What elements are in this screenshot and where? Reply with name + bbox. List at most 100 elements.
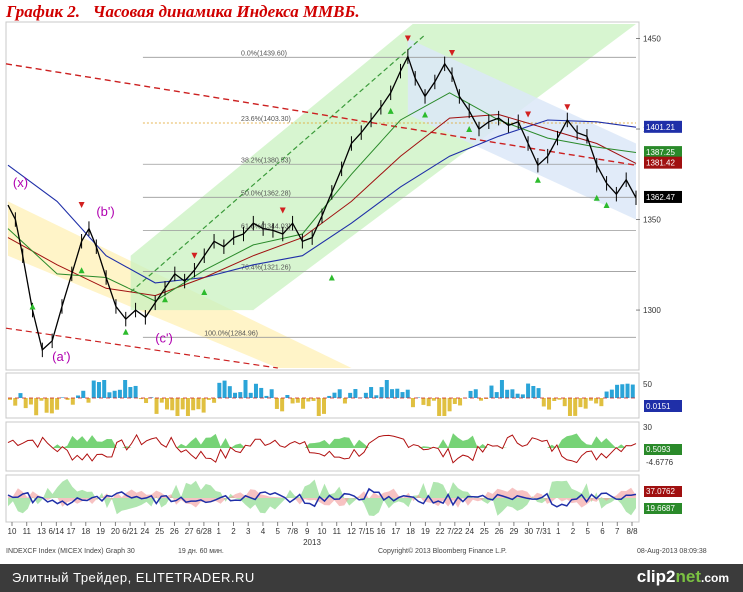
- histogram-bar: [630, 384, 635, 398]
- histogram-bar: [248, 392, 253, 398]
- y-tick-label: 1300: [643, 306, 661, 315]
- histogram-bar: [416, 397, 421, 398]
- ma-red-line: [7, 113, 637, 297]
- x-tick-label: 5: [275, 527, 280, 536]
- indicator-1-value-box: [644, 400, 682, 412]
- histogram-bar: [222, 380, 227, 398]
- x-tick-label: 1: [556, 527, 561, 536]
- buy-signal-triangle: [78, 267, 85, 274]
- sell-signal-triangle: [525, 111, 532, 118]
- logo-part-net: net: [675, 567, 701, 586]
- indicator-1-frame: [5, 372, 640, 419]
- histogram-bar: [295, 398, 300, 403]
- histogram-bar: [405, 389, 410, 398]
- histogram-bar: [107, 392, 112, 398]
- indicator-3-value-label-2: 19.6687: [646, 504, 675, 513]
- histogram-bar: [91, 380, 96, 398]
- histogram-bar: [353, 389, 358, 398]
- histogram-bar: [615, 384, 620, 398]
- x-tick-label: 7/8: [287, 527, 299, 536]
- histogram-bar: [562, 398, 567, 407]
- histogram-bar: [185, 398, 190, 416]
- x-tick-label: 16: [377, 527, 386, 536]
- histogram-bar: [34, 398, 39, 416]
- wave-label: (a'): [52, 349, 70, 364]
- histogram-bar: [128, 387, 133, 398]
- histogram-bar: [13, 398, 18, 406]
- x-tick-label: 9: [305, 527, 310, 536]
- histogram-bar: [28, 398, 33, 405]
- x-tick-label: 26: [170, 527, 179, 536]
- price-box-label: 1381.42: [646, 159, 675, 168]
- x-tick-label: 17: [67, 527, 76, 536]
- x-tick-label: 24: [140, 527, 149, 536]
- histogram-bar: [337, 389, 342, 398]
- histogram-bar: [238, 392, 243, 398]
- x-tick-label: 6: [600, 527, 605, 536]
- histogram-bar: [552, 398, 557, 401]
- histogram-bar: [620, 384, 625, 398]
- histogram-bar: [374, 395, 379, 398]
- histogram-bar: [65, 398, 70, 400]
- histogram-bar: [588, 398, 593, 401]
- histogram-bar: [536, 388, 541, 398]
- histogram-bar: [290, 398, 295, 404]
- histogram-bar: [567, 398, 572, 416]
- x-tick-label: 13: [37, 527, 46, 536]
- buy-signal-triangle: [122, 328, 129, 335]
- histogram-bar: [494, 392, 499, 398]
- histogram-bar: [410, 398, 415, 408]
- x-tick-label: 10: [318, 527, 327, 536]
- histogram-bar: [285, 394, 290, 398]
- histogram-bar: [421, 398, 426, 405]
- histogram-bar: [55, 398, 60, 410]
- fib-level-label: 61.8%(1344.03): [241, 223, 291, 230]
- histogram-bar: [395, 388, 400, 398]
- histogram-bar: [86, 398, 91, 403]
- price-box-label: 1362.47: [646, 193, 675, 202]
- x-axis-year-label: 2013: [303, 538, 321, 547]
- histogram-bar: [301, 398, 306, 409]
- histogram-bar: [175, 398, 180, 416]
- histogram-bar: [447, 398, 452, 412]
- histogram-bar: [191, 398, 196, 411]
- histogram-bar: [259, 387, 264, 398]
- histogram-bar: [316, 398, 321, 416]
- sell-signal-triangle: [449, 49, 456, 56]
- histogram-bar: [363, 392, 368, 398]
- histogram-bar: [400, 392, 405, 398]
- indicator-2-frame: [5, 421, 640, 472]
- x-tick-label: 20: [111, 527, 120, 536]
- green-channel-midline: [130, 34, 426, 293]
- x-tick-label: 29: [509, 527, 518, 536]
- fib-level-label: 0.0%(1439.60): [241, 50, 287, 57]
- buy-signal-triangle: [387, 107, 394, 114]
- histogram-bar: [280, 398, 285, 412]
- histogram-bar: [264, 395, 269, 398]
- indicator-1-value-label: 0.0151: [646, 402, 671, 411]
- x-tick-label: 8/8: [626, 527, 638, 536]
- histogram-bar: [479, 398, 483, 401]
- histogram-bar: [81, 390, 86, 398]
- x-tick-label: 25: [480, 527, 489, 536]
- indicator-3-value-label-1: 37.0762: [646, 487, 675, 496]
- x-tick-label: 1: [216, 527, 221, 536]
- histogram-bar: [599, 398, 604, 407]
- support-line: [5, 327, 278, 369]
- histogram-bar: [426, 398, 431, 407]
- histogram-bar: [144, 398, 149, 404]
- histogram-bar: [206, 398, 211, 400]
- histogram-bar: [468, 390, 473, 398]
- indicator-2-line: [7, 433, 637, 464]
- histogram-bar: [348, 392, 353, 398]
- x-tick-label: 18: [81, 527, 90, 536]
- histogram-bar: [578, 398, 583, 408]
- histogram-bar: [170, 398, 175, 411]
- histogram-bar: [499, 380, 504, 398]
- x-tick-label: 3: [246, 527, 251, 536]
- histogram-bar: [227, 386, 232, 398]
- clip2net-logo[interactable]: clip2net.com: [637, 567, 729, 587]
- indicator-3-frame: [5, 474, 640, 523]
- x-tick-label: 24: [465, 527, 474, 536]
